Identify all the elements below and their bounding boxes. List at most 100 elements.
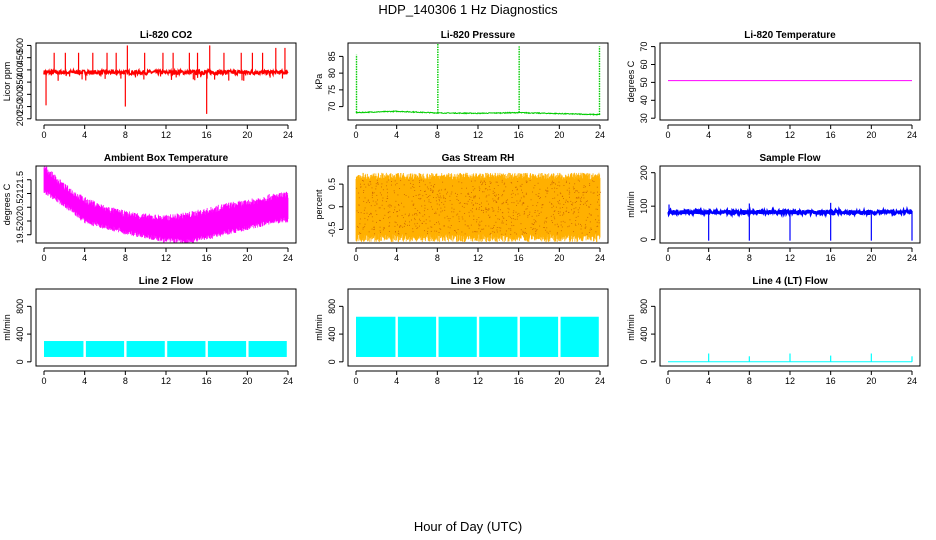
rh-dot xyxy=(493,188,495,190)
rh-dot xyxy=(501,233,503,235)
rh-dot xyxy=(506,219,507,221)
y-tick-label: 400 xyxy=(15,327,25,342)
rh-dot xyxy=(534,220,536,222)
rh-dot xyxy=(496,229,498,231)
rh-dot xyxy=(476,221,478,223)
panel-co2: Li-820 CO2 Licor ppm 0 4 8 12 16 20 24 2002503003… xyxy=(2,30,297,140)
rh-dot xyxy=(433,185,434,187)
rh-dot xyxy=(464,224,466,226)
rh-dot xyxy=(562,195,564,197)
rh-dot xyxy=(370,212,372,214)
rh-dot xyxy=(582,192,584,194)
rh-dot xyxy=(560,221,562,223)
rh-dot xyxy=(458,216,460,218)
rh-dot xyxy=(444,206,446,208)
rh-dot xyxy=(438,223,440,225)
rh-dot xyxy=(386,188,388,190)
rh-dot xyxy=(382,200,384,202)
panel-pressure: Li-820 Pressure kPa 0 4 8 12 16 20 24 70 75 80 85 xyxy=(314,30,609,140)
rh-dot xyxy=(546,190,548,192)
rh-dot xyxy=(387,197,389,199)
y-tick-label: 800 xyxy=(327,299,337,314)
rh-dot xyxy=(492,198,494,200)
rh-dot xyxy=(572,186,574,188)
rh-dot xyxy=(495,200,497,202)
rh-dot xyxy=(444,189,446,191)
rh-dot xyxy=(559,214,561,216)
rh-dot xyxy=(438,214,440,216)
rh-dot xyxy=(522,231,524,233)
rh-dot xyxy=(472,186,474,187)
rh-dot xyxy=(546,227,548,229)
rh-dot xyxy=(367,200,369,202)
rh-dot xyxy=(489,217,490,219)
y-axis-label: ml/min xyxy=(626,314,636,341)
x-tick-label: 0 xyxy=(353,130,358,140)
rh-dot xyxy=(382,197,384,199)
rh-dot xyxy=(400,180,402,182)
rh-dot xyxy=(383,217,384,219)
rh-dot xyxy=(571,203,573,205)
rh-dot xyxy=(479,224,481,226)
rh-dot xyxy=(511,182,513,184)
rh-dot xyxy=(427,231,429,233)
rh-dot xyxy=(458,181,460,183)
rh-dot xyxy=(510,233,512,235)
rh-dot xyxy=(379,226,381,228)
plot-frame xyxy=(35,165,297,244)
rh-dot xyxy=(409,224,410,226)
rh-dot xyxy=(520,229,522,231)
rh-dot xyxy=(488,214,490,216)
plot-frame xyxy=(347,42,609,121)
rh-dot xyxy=(494,192,496,194)
x-tick-label: 16 xyxy=(202,376,212,386)
rh-dot xyxy=(575,190,577,192)
rh-dot xyxy=(559,203,561,205)
rh-dot xyxy=(373,233,375,235)
rh-dot xyxy=(554,187,556,189)
rh-dot xyxy=(488,208,490,209)
rh-dot xyxy=(541,204,543,206)
rh-dot xyxy=(464,213,466,214)
rh-dot xyxy=(482,212,484,214)
x-tick-label: 0 xyxy=(353,253,358,263)
rh-dot xyxy=(447,226,449,228)
rh-dot xyxy=(490,182,492,184)
rh-dot xyxy=(422,215,424,217)
rh-dot xyxy=(413,187,415,188)
x-tick-label: 20 xyxy=(554,130,564,140)
rh-dot xyxy=(481,202,482,204)
rh-dot xyxy=(545,189,547,191)
y-tick-label: 70 xyxy=(639,42,649,52)
rh-dot xyxy=(385,201,387,202)
rh-dot xyxy=(530,227,532,228)
rh-dot xyxy=(505,201,507,203)
rh-dot xyxy=(440,228,442,230)
rh-dot xyxy=(389,211,391,213)
rh-dot xyxy=(418,211,420,213)
x-tick-label: 24 xyxy=(595,253,605,263)
rh-dot xyxy=(386,181,388,183)
rh-dot xyxy=(589,221,591,223)
rh-dot xyxy=(534,210,536,212)
line3-block xyxy=(397,316,437,357)
rh-dot xyxy=(395,184,396,186)
rh-dot xyxy=(578,211,580,213)
rh-dot xyxy=(451,207,453,209)
rh-dot xyxy=(589,183,591,185)
rh-dot xyxy=(517,213,519,215)
rh-dot xyxy=(571,223,573,224)
rh-dot xyxy=(371,228,373,230)
rh-dot xyxy=(485,184,486,185)
rh-dot xyxy=(553,205,554,207)
rh-dot xyxy=(512,190,513,192)
rh-dot xyxy=(437,221,439,223)
rh-dot xyxy=(511,225,513,227)
rh-dot xyxy=(533,224,535,225)
rh-dot xyxy=(419,180,421,182)
x-tick-label: 16 xyxy=(202,130,212,140)
rh-dot xyxy=(377,199,378,201)
rh-dot xyxy=(478,223,480,225)
rh-dot xyxy=(514,218,516,220)
y-tick-label: 85 xyxy=(327,51,337,61)
